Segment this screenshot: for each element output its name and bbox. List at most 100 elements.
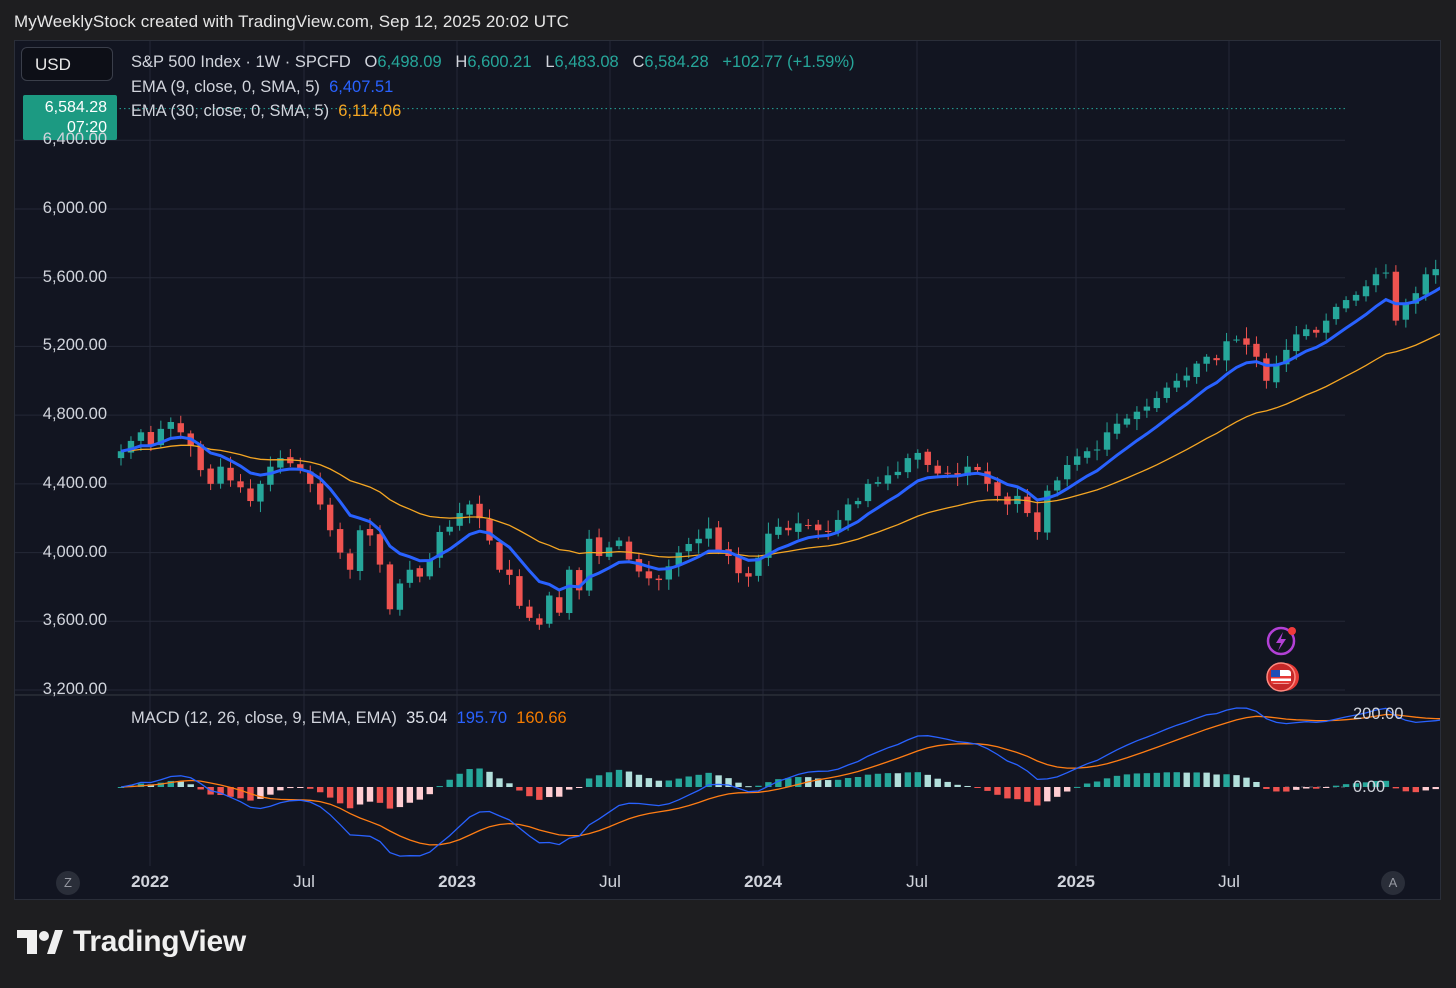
candle bbox=[884, 475, 892, 484]
scale-z-button[interactable]: Z bbox=[56, 871, 80, 895]
macd-histogram-bar bbox=[1143, 773, 1151, 787]
candle bbox=[834, 519, 842, 533]
close-value: 6,584.28 bbox=[644, 53, 709, 71]
macd-histogram-bar bbox=[645, 778, 653, 787]
candle bbox=[526, 606, 533, 618]
candle bbox=[1322, 320, 1330, 333]
candle bbox=[1382, 272, 1390, 274]
macd-histogram-bar bbox=[376, 787, 384, 803]
x-tick-jul-2022: Jul bbox=[293, 872, 315, 891]
macd-histogram-bar bbox=[665, 780, 672, 787]
macd-histogram-bar bbox=[1014, 787, 1021, 800]
candle bbox=[805, 524, 812, 526]
x-tick-2025: 2025 bbox=[1057, 872, 1095, 891]
macd-histogram-bar bbox=[486, 771, 493, 787]
candle bbox=[1273, 363, 1280, 383]
currency-selector[interactable]: USD bbox=[21, 47, 113, 81]
candle bbox=[546, 595, 553, 624]
candle bbox=[1432, 269, 1439, 276]
candle bbox=[1283, 349, 1290, 365]
candle bbox=[595, 537, 603, 557]
auto-scale-button[interactable]: A bbox=[1381, 871, 1405, 895]
candle bbox=[1093, 449, 1101, 451]
candle bbox=[1153, 397, 1161, 409]
us-flag-event-icon[interactable] bbox=[1266, 661, 1304, 695]
candle bbox=[446, 526, 453, 532]
macd-histogram-bar bbox=[466, 769, 473, 787]
candle bbox=[1313, 329, 1320, 333]
macd-histogram-bar bbox=[157, 782, 165, 787]
macd-histogram-bar bbox=[1024, 787, 1031, 802]
ema30-legend[interactable]: EMA (30, close, 0, SMA, 5) 6,114.06 bbox=[131, 102, 401, 121]
macd-histogram-bar bbox=[336, 787, 344, 804]
macd-histogram-bar bbox=[326, 787, 334, 798]
macd-histogram-bar bbox=[566, 787, 573, 790]
candle bbox=[1024, 496, 1031, 514]
candle bbox=[824, 530, 832, 532]
candle bbox=[1352, 294, 1360, 301]
last-price-badge: 6,584.28 07:20 bbox=[23, 95, 117, 140]
open-label: O bbox=[364, 53, 378, 71]
chart-canvas[interactable] bbox=[15, 41, 1441, 900]
candle bbox=[207, 468, 214, 484]
macd-histogram-bar bbox=[834, 779, 842, 787]
macd-histogram-bar bbox=[506, 783, 513, 787]
candle bbox=[904, 458, 912, 473]
macd-histogram-bar bbox=[546, 787, 553, 798]
candle bbox=[1412, 293, 1419, 304]
macd-histogram-bar bbox=[1412, 787, 1419, 793]
candle bbox=[486, 519, 493, 541]
candle bbox=[1263, 358, 1270, 381]
macd-histogram-bar bbox=[446, 779, 453, 787]
macd-tick-200: 200.00 bbox=[1353, 705, 1404, 723]
macd-histogram-bar bbox=[307, 787, 314, 789]
macd-histogram-bar bbox=[1034, 787, 1041, 806]
candle bbox=[257, 483, 264, 502]
tradingview-logo-icon bbox=[17, 930, 63, 954]
candle bbox=[147, 432, 155, 447]
candle bbox=[615, 540, 623, 547]
candle bbox=[376, 534, 384, 565]
candle bbox=[307, 471, 314, 484]
macd-signal-value: 160.66 bbox=[516, 709, 567, 727]
candle bbox=[1113, 423, 1121, 434]
open-value: 6,498.09 bbox=[377, 53, 442, 71]
candle bbox=[317, 483, 324, 505]
macd-histogram-bar bbox=[1432, 787, 1439, 790]
candle bbox=[217, 466, 224, 484]
candle bbox=[874, 482, 882, 484]
candle bbox=[785, 527, 792, 531]
chart-panel[interactable]: USD 6,584.28 07:20 S&P 500 Index · 1W · … bbox=[14, 40, 1441, 900]
macd-histogram-bar bbox=[1073, 786, 1081, 788]
y-tick-5: 4,400.00 bbox=[42, 473, 107, 492]
candle bbox=[177, 423, 184, 433]
y-tick-1: 6,000.00 bbox=[42, 199, 107, 217]
macd-legend[interactable]: MACD (12, 26, close, 9, EMA, EMA) 35.04 … bbox=[131, 709, 567, 728]
candle bbox=[625, 541, 633, 560]
y-tick-3: 5,200.00 bbox=[42, 336, 107, 355]
candle bbox=[1372, 274, 1380, 286]
macd-histogram-bar bbox=[317, 787, 324, 793]
ema30-label: EMA (30, close, 0, SMA, 5) bbox=[131, 102, 330, 120]
macd-histogram-bar bbox=[1313, 787, 1320, 789]
macd-histogram-bar bbox=[755, 785, 762, 787]
candle bbox=[346, 553, 354, 570]
candle bbox=[1054, 480, 1061, 491]
macd-label: MACD (12, 26, close, 9, EMA, EMA) bbox=[131, 709, 397, 727]
candle bbox=[964, 466, 971, 476]
candle bbox=[864, 483, 872, 502]
macd-histogram-bar bbox=[1223, 774, 1230, 787]
candle bbox=[735, 556, 742, 574]
candle bbox=[675, 552, 682, 566]
ohlc-legend[interactable]: S&P 500 Index · 1W · SPCFD O6,498.09 H6,… bbox=[131, 53, 855, 72]
candle bbox=[765, 533, 772, 558]
candle bbox=[795, 523, 802, 532]
macd-histogram-bar bbox=[844, 778, 852, 787]
ema9-legend[interactable]: EMA (9, close, 0, SMA, 5) 6,407.51 bbox=[131, 78, 393, 97]
candle bbox=[297, 464, 304, 471]
x-tick-jul-2023: Jul bbox=[599, 872, 621, 891]
y-tick-4: 4,800.00 bbox=[42, 405, 107, 424]
x-tick-2024: 2024 bbox=[744, 872, 782, 891]
macd-histogram-bar bbox=[1004, 787, 1011, 799]
lightning-icon[interactable] bbox=[1266, 625, 1300, 659]
